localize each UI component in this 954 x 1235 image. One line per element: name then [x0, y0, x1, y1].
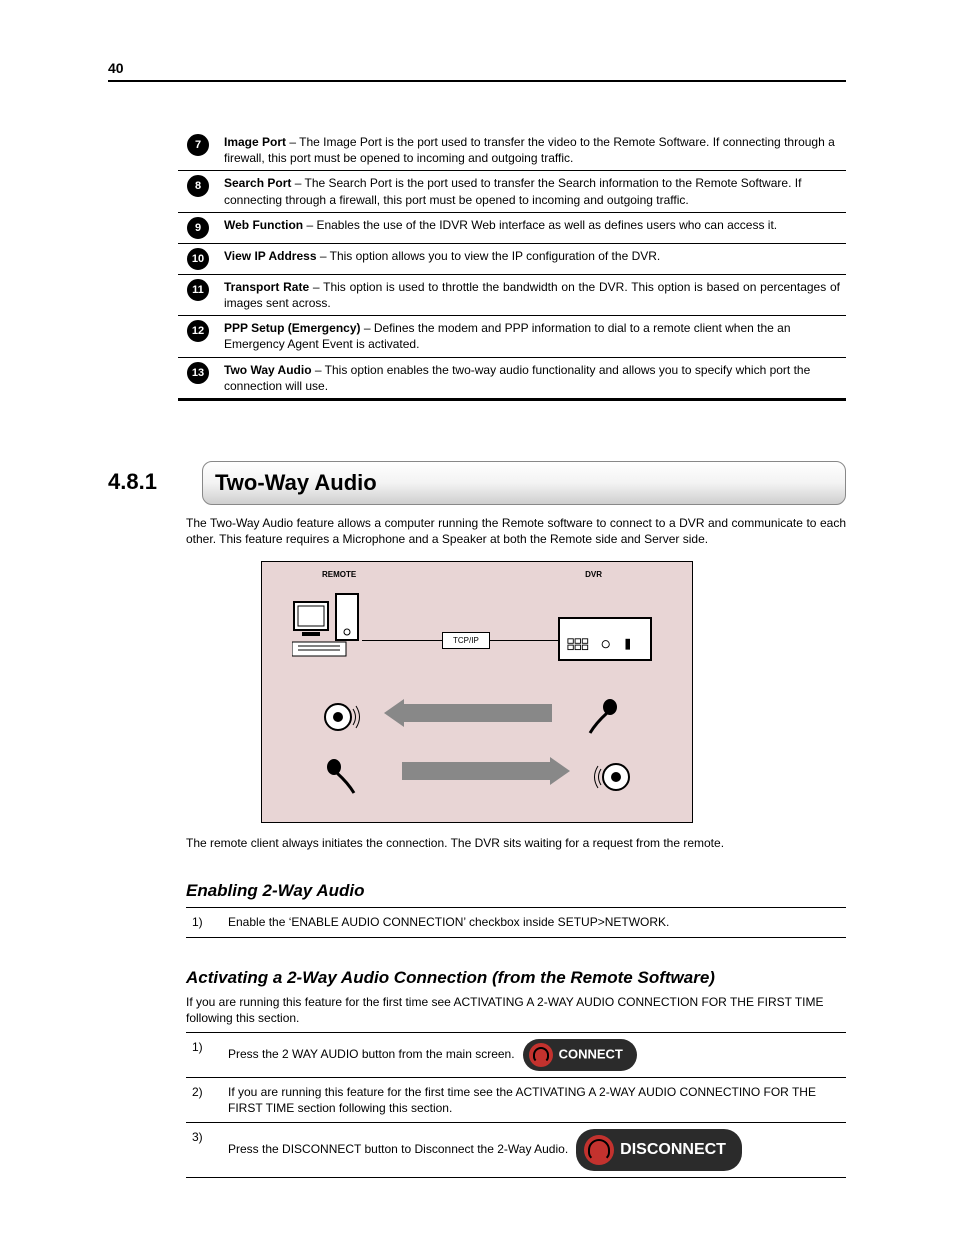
numbered-bullet-icon: 8 — [187, 175, 209, 197]
definitions-table: 7 Image Port – The Image Port is the port… — [178, 130, 846, 401]
definition-text: PPP Setup (Emergency) – Defines the mode… — [218, 316, 846, 357]
headset-icon — [529, 1043, 553, 1067]
section-note: The remote client always initiates the c… — [186, 835, 846, 851]
section-intro: The Two-Way Audio feature allows a compu… — [186, 515, 846, 547]
disconnect-button[interactable]: DISCONNECT — [576, 1129, 742, 1171]
definition-text: Transport Rate – This option is used to … — [218, 274, 846, 315]
section-title: Two-Way Audio — [202, 461, 846, 505]
headset-icon — [584, 1135, 614, 1165]
definition-text: Search Port – The Search Port is the por… — [218, 171, 846, 212]
speaker-left-icon — [322, 697, 362, 739]
definition-text: Two Way Audio – This option enables the … — [218, 357, 846, 399]
numbered-bullet-icon: 13 — [187, 362, 209, 384]
activate-intro: If you are running this feature for the … — [186, 994, 846, 1026]
step-number: 3) — [186, 1123, 222, 1178]
definition-text: Image Port – The Image Port is the port … — [218, 130, 846, 171]
definition-text: View IP Address – This option allows you… — [218, 243, 846, 274]
numbered-bullet-icon: 12 — [187, 320, 209, 342]
microphone-left-icon — [322, 757, 362, 799]
page-rule — [108, 80, 846, 82]
numbered-bullet-icon: 11 — [187, 279, 209, 301]
numbered-bullet-icon: 10 — [187, 248, 209, 270]
step-number: 1) — [186, 1033, 222, 1078]
speaker-right-icon — [592, 757, 632, 799]
dvr-icon — [558, 617, 652, 661]
enable-heading: Enabling 2-Way Audio — [186, 881, 846, 901]
two-way-audio-diagram: REMOTE DVR TCP/IP — [261, 561, 693, 823]
diagram-tcpip-label: TCP/IP — [442, 632, 490, 649]
arrow-left-icon — [402, 704, 552, 722]
activate-steps-table: 1)Press the 2 WAY AUDIO button from the … — [186, 1032, 846, 1178]
definition-text: Web Function – Enables the use of the ID… — [218, 212, 846, 243]
diagram-dvr-label: DVR — [585, 570, 602, 579]
activate-heading: Activating a 2-Way Audio Connection (fro… — [186, 968, 846, 988]
step-number: 1) — [186, 908, 222, 937]
arrow-right-icon — [402, 762, 552, 780]
section-number: 4.8.1 — [108, 461, 202, 505]
page-number: 40 — [108, 60, 846, 76]
step-text: Press the DISCONNECT button to Disconnec… — [222, 1123, 846, 1178]
step-text: Press the 2 WAY AUDIO button from the ma… — [222, 1033, 846, 1078]
step-text: If you are running this feature for the … — [222, 1078, 846, 1123]
computer-icon — [292, 592, 382, 662]
diagram-remote-label: REMOTE — [322, 570, 356, 579]
microphone-right-icon — [582, 697, 622, 739]
enable-steps-table: 1)Enable the ‘ENABLE AUDIO CONNECTION’ c… — [186, 907, 846, 937]
step-text: Enable the ‘ENABLE AUDIO CONNECTION’ che… — [222, 908, 846, 937]
connect-button[interactable]: CONNECT — [523, 1039, 637, 1071]
step-number: 2) — [186, 1078, 222, 1123]
numbered-bullet-icon: 9 — [187, 217, 209, 239]
numbered-bullet-icon: 7 — [187, 134, 209, 156]
